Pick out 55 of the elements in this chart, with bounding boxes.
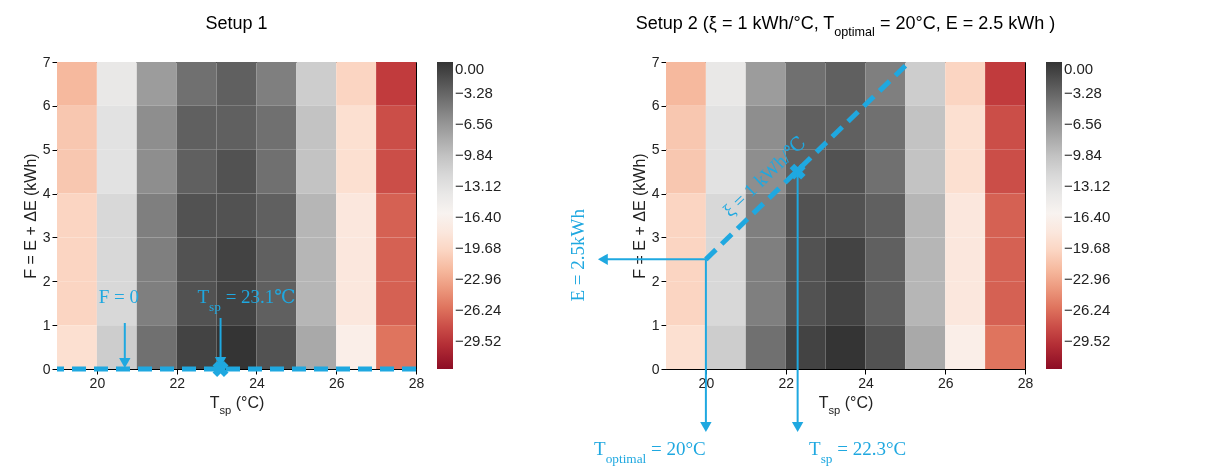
color-bar-label: −6.56 <box>1064 114 1102 132</box>
color-bar-label: −13.12 <box>1064 176 1111 194</box>
color-bar-label: −26.24 <box>1064 300 1111 318</box>
color-bar-label: −26.24 <box>455 300 502 318</box>
annotation: F = 0 <box>98 286 139 307</box>
x-tick-label: 26 <box>937 374 954 391</box>
x-tick-label: 24 <box>858 374 874 391</box>
color-bar-label: −9.84 <box>455 145 493 163</box>
y-tick-label: 6 <box>651 97 660 114</box>
y-tick-label: 2 <box>42 272 51 289</box>
chart-title: Setup 1 <box>205 13 268 33</box>
y-tick-label: 5 <box>42 141 51 158</box>
color-bar-label: −3.28 <box>1064 83 1102 101</box>
x-tick-label: 22 <box>169 374 186 391</box>
color-bar-label: −19.68 <box>1064 238 1111 256</box>
y-tick-label: 0 <box>42 360 51 377</box>
x-tick-label: 26 <box>328 374 345 391</box>
y-tick-label: 1 <box>42 316 51 333</box>
x-axis-title: T$_{sp}$ (°C) <box>209 393 265 416</box>
y-tick-label: 4 <box>42 185 51 202</box>
color-bar-label: −9.84 <box>1064 145 1102 163</box>
y-tick-label: 3 <box>651 228 660 245</box>
color-bar-label: −29.52 <box>455 331 502 349</box>
color-bar-label: 0.00 <box>1064 60 1094 77</box>
color-bar-label: −16.40 <box>1064 207 1111 225</box>
y-tick-label: 1 <box>651 316 660 333</box>
color-bar-label: 0.00 <box>455 60 485 77</box>
y-tick-label: 0 <box>651 360 660 377</box>
annotation: T$_{sp}$ = 22.3°C <box>809 438 907 466</box>
color-bar-label: −16.40 <box>455 207 502 225</box>
y-tick-label: 7 <box>42 53 51 70</box>
color-bar-label: −29.52 <box>1064 331 1111 349</box>
y-axis-title: F = E + ΔE (kWh) <box>21 153 39 279</box>
color-bar-label: −13.12 <box>455 176 502 194</box>
x-axis-title: T$_{sp}$ (°C) <box>818 393 874 416</box>
y-tick-label: 7 <box>651 53 660 70</box>
color-bar-label: −22.96 <box>1064 269 1111 287</box>
color-bar-label: −6.56 <box>455 114 493 132</box>
x-tick-label: 28 <box>1017 374 1034 391</box>
chart-title: Setup 2 (ξ = 1 kWh/°C, T$_{optimal}$ = 20°C, E = 2.5 kWh ) <box>635 13 1056 39</box>
y-tick-label: 2 <box>651 272 660 289</box>
color-bar-label: −19.68 <box>455 238 502 256</box>
x-tick-label: 28 <box>408 374 425 391</box>
y-tick-label: 3 <box>42 228 51 245</box>
y-tick-label: 4 <box>651 185 660 202</box>
annotation: T$_{optimal}$ = 20°C <box>594 438 706 466</box>
y-tick-label: 6 <box>42 97 51 114</box>
x-tick-label: 24 <box>249 374 265 391</box>
x-tick-label: 22 <box>778 374 795 391</box>
x-tick-label: 20 <box>89 374 106 391</box>
annotation: T$_{sp}$ = 23.1℃ <box>197 286 296 314</box>
color-bar-label: −3.28 <box>455 83 493 101</box>
y-tick-label: 5 <box>651 141 660 158</box>
annotation: E = 2.5kWh <box>566 208 588 302</box>
color-bar-label: −22.96 <box>455 269 502 287</box>
